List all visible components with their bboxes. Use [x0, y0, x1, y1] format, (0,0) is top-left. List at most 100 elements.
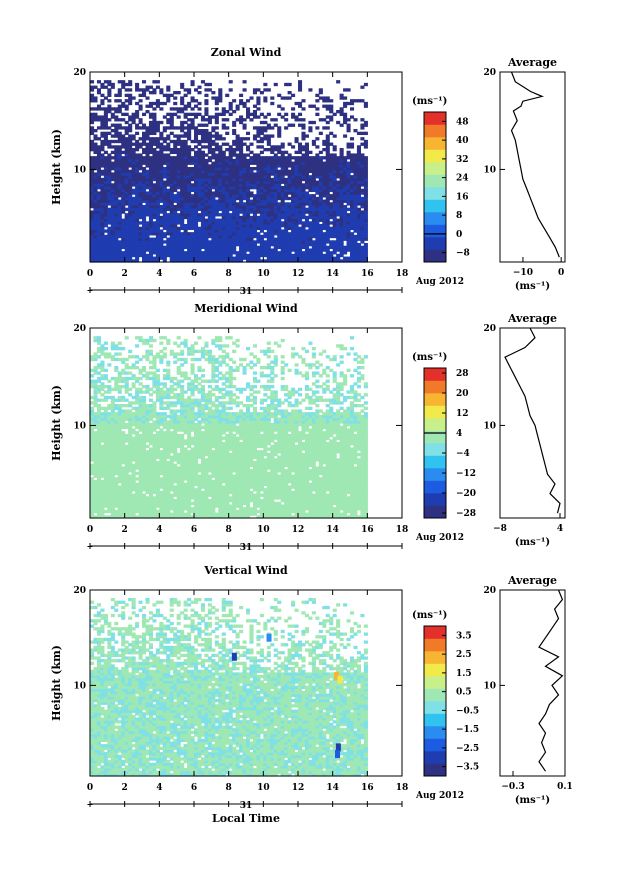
heatmap-cell	[187, 158, 192, 163]
heatmap-cell	[131, 161, 136, 165]
heatmap-cell	[176, 221, 181, 225]
heatmap-cell	[225, 110, 230, 114]
heatmap-cell	[336, 156, 341, 160]
heatmap-cell	[114, 118, 119, 122]
heatmap-cell	[117, 371, 122, 375]
heatmap-cell	[356, 207, 361, 212]
heatmap-cell	[145, 177, 150, 182]
heatmap-cell	[96, 385, 101, 389]
heatmap-cell	[187, 91, 192, 95]
heatmap-cell	[173, 226, 178, 231]
heatmap-cell	[114, 191, 119, 195]
heatmap-cell	[90, 226, 95, 231]
heatmap-cell	[204, 167, 209, 171]
heatmap-cell	[110, 213, 115, 217]
heatmap-cell	[194, 99, 199, 103]
heatmap-cell	[360, 118, 365, 122]
heatmap-cell	[159, 232, 164, 236]
heatmap-cell	[131, 150, 136, 155]
heatmap-cell	[187, 243, 192, 247]
heatmap-cell	[194, 256, 199, 260]
heatmap-cell	[145, 153, 150, 157]
heatmap-cell	[138, 368, 143, 373]
heatmap-cell	[142, 137, 147, 141]
heatmap-cell	[214, 112, 219, 117]
heatmap-cell	[135, 156, 140, 160]
heatmap-cell	[190, 224, 195, 228]
heatmap-cell	[138, 357, 143, 362]
heatmap-cell	[242, 88, 247, 92]
heatmap-cell	[256, 232, 261, 236]
profile-x-label: (ms⁻¹)	[515, 281, 550, 292]
heatmap-cell	[145, 213, 150, 217]
heatmap-cell	[183, 112, 188, 117]
heatmap-cell	[138, 221, 143, 225]
heatmap-cell	[138, 196, 143, 201]
heatmap-cell	[162, 191, 167, 195]
heatmap-cell	[131, 412, 136, 416]
heatmap-cell	[110, 112, 115, 117]
heatmap-cell	[142, 158, 147, 163]
heatmap-cell	[152, 139, 157, 144]
heatmap-cell	[197, 196, 202, 201]
heatmap-cell	[200, 224, 205, 228]
heatmap-cell	[159, 142, 164, 146]
heatmap-cell	[204, 129, 209, 133]
heatmap-cell	[155, 412, 160, 416]
heatmap-cell	[148, 126, 153, 130]
heatmap-cell	[187, 186, 192, 190]
heatmap-cell	[180, 164, 185, 168]
heatmap-cell	[214, 118, 219, 122]
heatmap-cell	[325, 96, 330, 100]
heatmap-cell	[124, 245, 129, 250]
heatmap-cell	[148, 137, 153, 141]
heatmap-cell	[180, 177, 185, 182]
heatmap-cell	[96, 336, 101, 340]
heatmap-cell	[117, 341, 122, 345]
heatmap-cell	[162, 210, 167, 214]
heatmap-cell	[308, 221, 313, 225]
heatmap-cell	[169, 115, 174, 119]
heatmap-cell	[93, 180, 98, 184]
heatmap-cell	[180, 224, 185, 228]
heatmap-cell	[124, 142, 129, 146]
heatmap-cell	[148, 150, 153, 155]
heatmap-cell	[221, 137, 226, 141]
heatmap-cell	[100, 188, 105, 193]
heatmap-cell	[176, 191, 181, 195]
heatmap-cell	[194, 169, 199, 174]
heatmap-cell	[187, 205, 192, 209]
heatmap-cell	[225, 142, 230, 146]
heatmap-cell	[121, 150, 126, 155]
heatmap-cell	[135, 180, 140, 184]
heatmap-cell	[197, 243, 202, 247]
heatmap-cell	[214, 115, 219, 119]
heatmap-cell	[152, 175, 157, 179]
heatmap-cell	[187, 191, 192, 195]
heatmap-cell	[169, 205, 174, 209]
heatmap-cell	[100, 82, 105, 87]
heatmap-cell	[162, 129, 167, 133]
heatmap-cell	[93, 199, 98, 203]
heatmap-cell	[166, 205, 171, 209]
heatmap-cell	[166, 207, 171, 212]
heatmap-cell	[96, 158, 101, 163]
heatmap-cell	[187, 104, 192, 108]
heatmap-cell	[96, 245, 101, 250]
heatmap-cell	[207, 137, 212, 141]
heatmap-cell	[152, 207, 157, 212]
heatmap-cell	[259, 91, 264, 95]
heatmap-cell	[166, 224, 171, 228]
heatmap-cell	[263, 232, 268, 236]
heatmap-cell	[110, 355, 115, 359]
heatmap-cell	[114, 164, 119, 168]
heatmap-cell	[259, 234, 264, 239]
heatmap-cell	[173, 96, 178, 100]
heatmap-cell	[187, 240, 192, 244]
heatmap-cell	[145, 196, 150, 201]
heatmap-cell	[166, 218, 171, 222]
heatmap-cell	[155, 188, 160, 193]
heatmap-cell	[117, 224, 122, 228]
heatmap-cell	[96, 196, 101, 201]
heatmap-cell	[121, 251, 126, 255]
